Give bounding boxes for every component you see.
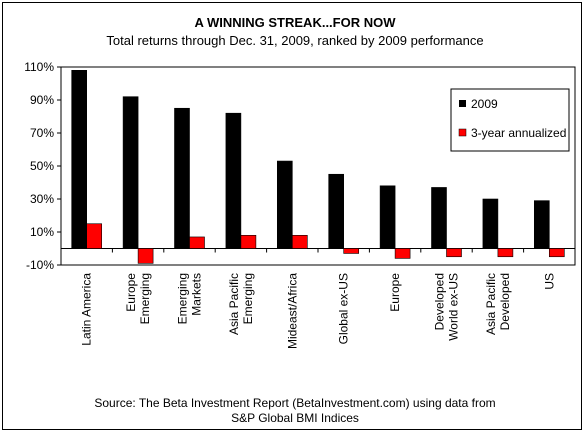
legend: 2009 3-year annualized [450,88,570,152]
category-label: Asia Pacific [227,273,241,335]
bar-2009-1 [71,70,87,249]
bar-2009-5 [276,160,293,249]
bars [71,70,565,264]
bar-3-year-1 [86,223,102,249]
bar-3-year-10 [548,248,565,258]
y-tick-label: 50% [30,159,54,173]
bar-2009-9 [482,198,499,249]
category-label: Developed [433,273,447,330]
bar-3-year-3 [189,236,205,249]
chart-subtitle: Total returns through Dec. 31, 2009, ran… [106,33,483,48]
bar-3-year-5 [291,235,308,249]
bar-2009-6 [328,173,345,249]
category-label: US [542,273,556,290]
bar-2009-2 [122,96,139,249]
source-line-2: S&P Global BMI Indices [231,411,359,425]
bar-3-year-8 [446,248,462,258]
y-tick-label: -10% [26,258,54,272]
legend-swatch-2009 [459,100,466,107]
category-label: Developed [498,273,512,330]
bar-2009-4 [225,112,242,249]
legend-label-3-year: 3-year annualized [471,126,566,140]
category-label: Emerging [138,273,152,324]
y-tick-label: 110% [24,60,54,74]
bar-2009-8 [431,187,447,249]
y-axis: -10% 10% 30% 50% 70% 90% 110% [24,60,61,272]
bar-3-year-2 [137,248,154,264]
category-label: Mideast/Africa [285,273,299,349]
category-label: Europe [124,273,138,312]
y-tick-label: 90% [30,93,54,107]
y-tick-label: 70% [30,126,54,140]
bar-3-year-4 [240,235,257,249]
y-tick-label: 30% [30,192,54,206]
chart-frame: A WINNING STREAK...FOR NOW Total returns… [2,2,582,430]
legend-box [450,88,570,152]
category-label: Asia Pacific [484,273,498,335]
legend-swatch-3-year [458,128,467,137]
category-label: World ex-US [447,273,461,341]
legend-label-2009: 2009 [471,97,498,111]
chart-title: A WINNING STREAK...FOR NOW [194,15,396,30]
bar-3-year-6 [343,248,360,254]
bar-2009-3 [174,107,190,249]
bar-3-year-9 [497,248,514,258]
category-label: Europe [388,273,402,312]
category-label: Emerging [241,273,255,324]
category-labels: Latin America Europe Emerging Emerging Marke… [80,273,557,349]
bar-3-year-7 [394,248,411,259]
category-label: Emerging [176,273,190,324]
chart: A WINNING STREAK...FOR NOW Total returns… [24,15,576,425]
bar-2009-10 [533,200,550,249]
source-line-1: Source: The Beta Investment Report (Beta… [94,396,495,410]
category-label: Global ex-US [337,273,351,344]
category-label: Markets [190,273,204,316]
category-label: Latin America [80,273,94,346]
y-tick-label: 10% [30,225,54,239]
bar-2009-7 [379,185,396,249]
